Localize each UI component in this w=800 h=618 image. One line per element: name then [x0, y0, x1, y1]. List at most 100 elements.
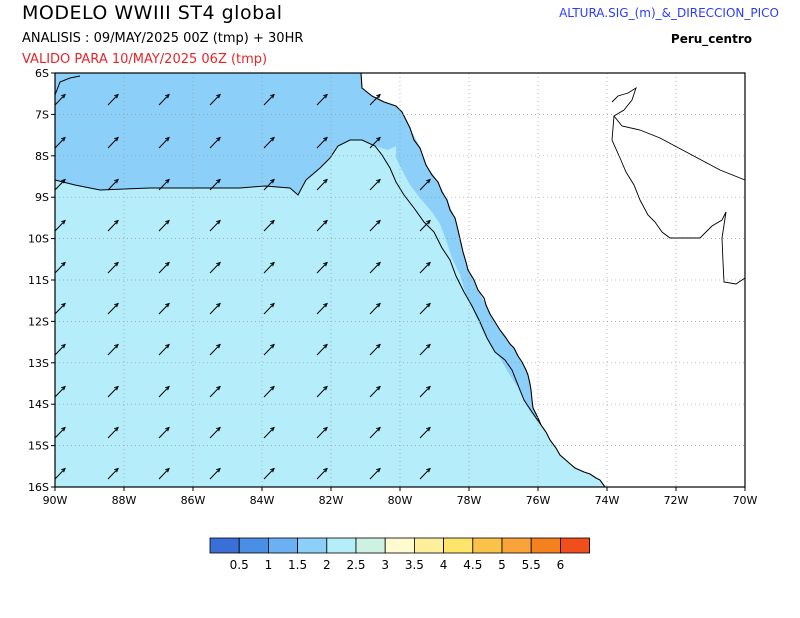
wave-arrow	[209, 93, 221, 106]
colorbar-swatch	[267, 537, 298, 554]
lon-label: 78W	[457, 494, 482, 507]
colorbar-swatch	[238, 537, 269, 554]
wave-arrow	[419, 426, 431, 439]
wave-arrow	[158, 467, 170, 480]
wave-arrow	[54, 219, 66, 232]
wave-arrow	[107, 178, 119, 191]
wave-arrow	[263, 385, 275, 398]
lat-label: 7S	[35, 108, 49, 121]
wave-arrow	[209, 467, 221, 480]
wave-arrow	[369, 93, 381, 106]
wave-arrow	[158, 426, 170, 439]
wave-arrow	[158, 343, 170, 356]
wave-arrow	[419, 261, 431, 274]
wave-arrow	[54, 136, 66, 149]
lon-label: 86W	[181, 494, 206, 507]
wave-arrow	[107, 467, 119, 480]
wave-arrow	[158, 178, 170, 191]
lat-label: 11S	[28, 274, 49, 287]
longitude-labels: 90W 88W 86W 84W 82W 80W 78W 76W 74W 72W 70W	[43, 487, 758, 507]
wave-arrow	[316, 178, 328, 191]
lon-label: 88W	[112, 494, 137, 507]
wave-arrow	[316, 343, 328, 356]
ocean-wave-1.5-2m-coast	[396, 128, 541, 425]
wave-arrow	[54, 385, 66, 398]
wave-arrow	[263, 467, 275, 480]
variable-name: ALTURA.SIG_(m)_&_DIRECCION_PICO	[559, 6, 779, 20]
lon-label: 80W	[388, 494, 413, 507]
wave-arrow	[419, 178, 431, 191]
wave-arrow	[54, 261, 66, 274]
wave-arrow	[369, 343, 381, 356]
colorbar-label: 5.5	[522, 558, 541, 572]
wave-arrow	[263, 343, 275, 356]
border-line-east	[721, 211, 746, 285]
wave-arrow	[158, 302, 170, 315]
wave-arrow	[107, 136, 119, 149]
colorbar-swatch	[297, 537, 328, 554]
colorbar-swatch	[413, 537, 444, 554]
wave-arrow	[158, 93, 170, 106]
lat-label: 16S	[28, 481, 49, 494]
lon-label: 82W	[319, 494, 344, 507]
wave-arrow	[369, 136, 381, 149]
colorbar-label: 1	[265, 558, 273, 572]
wave-arrow	[369, 385, 381, 398]
lat-label: 14S	[28, 398, 49, 411]
lon-label: 72W	[664, 494, 689, 507]
colorbar-label: 0.5	[230, 558, 249, 572]
colorbar-label: 1.5	[288, 558, 307, 572]
wave-arrow	[316, 93, 328, 106]
wave-arrow	[419, 385, 431, 398]
wave-arrow	[316, 219, 328, 232]
colorbar-label: 2.5	[346, 558, 365, 572]
wave-arrow	[54, 93, 66, 106]
wave-contour-1.5m	[54, 75, 81, 96]
colorbar-swatch	[355, 537, 386, 554]
lat-label: 15S	[28, 440, 49, 453]
wave-arrow	[316, 385, 328, 398]
map-gridlines	[55, 73, 745, 487]
wave-arrow	[107, 93, 119, 106]
region-name: Peru_centro	[670, 32, 752, 46]
wave-arrow	[209, 343, 221, 356]
map-title: MODELO WWIII ST4 global	[22, 2, 283, 24]
wave-arrow	[369, 426, 381, 439]
wave-arrow	[158, 219, 170, 232]
wave-arrow	[316, 302, 328, 315]
wave-height-colorbar: 0.5 1 1.5 2 2.5 3 3.5 4 4.5 5 5.5 6	[209, 537, 591, 572]
lon-label: 70W	[733, 494, 758, 507]
lat-label: 13S	[28, 357, 49, 370]
lat-label: 9S	[35, 191, 49, 204]
lon-label: 90W	[43, 494, 68, 507]
wave-arrow	[419, 302, 431, 315]
wave-arrow	[209, 136, 221, 149]
wave-arrow	[107, 261, 119, 274]
wave-arrow	[369, 261, 381, 274]
wave-arrow	[369, 178, 381, 191]
wave-arrow	[209, 385, 221, 398]
wave-arrow	[316, 136, 328, 149]
wave-arrow	[54, 343, 66, 356]
wave-arrow	[369, 302, 381, 315]
wave-arrow	[107, 385, 119, 398]
lat-label: 8S	[35, 150, 49, 163]
ocean-wave-1.5-2m-north	[55, 73, 410, 195]
colorbar-swatch	[530, 537, 561, 554]
lon-label: 84W	[250, 494, 275, 507]
wave-arrow	[158, 136, 170, 149]
peru-coastline	[360, 72, 606, 488]
wave-arrow	[316, 467, 328, 480]
lon-label: 74W	[595, 494, 620, 507]
wave-arrow	[209, 178, 221, 191]
wave-arrow	[54, 302, 66, 315]
lat-label: 10S	[28, 233, 49, 246]
wave-arrow	[54, 467, 66, 480]
wave-arrow	[263, 426, 275, 439]
wave-arrow	[316, 426, 328, 439]
valid-time: VALIDO PARA 10/MAY/2025 06Z (tmp)	[22, 52, 268, 67]
wave-direction-arrows	[54, 93, 431, 480]
colorbar-label: 6	[557, 558, 565, 572]
colorbar-swatch	[472, 537, 503, 554]
